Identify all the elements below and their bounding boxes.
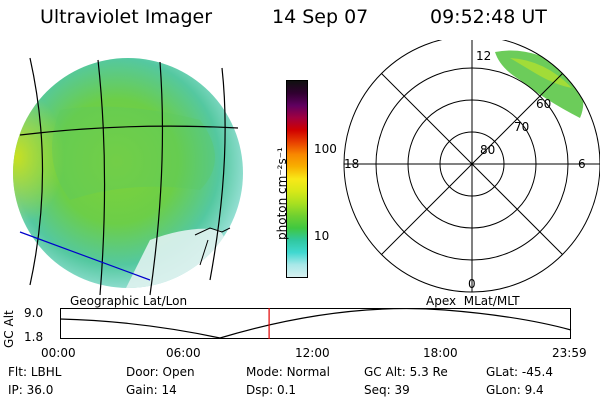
status-door: Door: Open xyxy=(126,365,195,379)
altitude-axis-label: GC Alt xyxy=(2,310,16,348)
auroral-oval-bright xyxy=(510,58,572,88)
geo-panel-label: Geographic Lat/Lon xyxy=(70,294,188,308)
status-filter: Flt: LBHL xyxy=(8,365,62,379)
colorbar-tick-10: 10 xyxy=(314,229,330,243)
mlat-label-70: 70 xyxy=(514,120,529,134)
altitude-curve xyxy=(60,308,572,339)
time-tick-0600: 06:00 xyxy=(166,346,201,360)
time-tick-2359: 23:59 xyxy=(552,346,587,360)
status-ip: IP: 36.0 xyxy=(8,383,54,397)
continent-outline xyxy=(194,227,231,266)
altitude-plot-frame xyxy=(60,308,571,339)
mlt-label-12: 12 xyxy=(476,49,491,63)
status-glon: GLon: 9.4 xyxy=(486,383,544,397)
time-tick-0000: 00:00 xyxy=(41,346,76,360)
instrument-title: Ultraviolet Imager xyxy=(40,6,213,28)
status-dsp: Dsp: 0.1 xyxy=(246,383,297,397)
status-gc-alt: GC Alt: 5.3 Re xyxy=(364,365,448,379)
graticule xyxy=(19,57,239,296)
colorbar-tick-100: 100 xyxy=(314,142,337,156)
time-tick-1800: 18:00 xyxy=(423,346,458,360)
time-tick-1200: 12:00 xyxy=(295,346,330,360)
status-seq: Seq: 39 xyxy=(364,383,410,397)
mlat-label-60: 60 xyxy=(536,97,551,111)
coastline xyxy=(19,231,151,281)
status-gain: Gain: 14 xyxy=(126,383,177,397)
polar-panel-label: Apex MLat/MLT xyxy=(426,294,520,308)
altitude-plot xyxy=(60,308,572,339)
mlt-label-18: 18 xyxy=(344,157,359,171)
altitude-tick-low: 1.8 xyxy=(24,330,44,344)
colorbar-unit-label: photon cm⁻²s⁻¹ xyxy=(275,147,289,240)
intensity-colorbar xyxy=(286,80,308,278)
texture-band xyxy=(52,106,215,200)
mlt-label-6: 6 xyxy=(578,157,586,171)
status-glat: GLat: -45.4 xyxy=(486,365,553,379)
polar-mlat-mlt-panel: 12 18 6 0 80 70 60 xyxy=(343,40,600,293)
mlt-label-0: 0 xyxy=(468,277,476,291)
mlat-label-80: 80 xyxy=(480,143,495,157)
geographic-image-panel xyxy=(13,57,243,296)
polar-grid xyxy=(343,40,600,293)
date-label: 14 Sep 07 xyxy=(272,6,369,28)
altitude-tick-high: 9.0 xyxy=(24,306,44,320)
time-label: 09:52:48 UT xyxy=(430,6,547,28)
status-mode: Mode: Normal xyxy=(246,365,330,379)
